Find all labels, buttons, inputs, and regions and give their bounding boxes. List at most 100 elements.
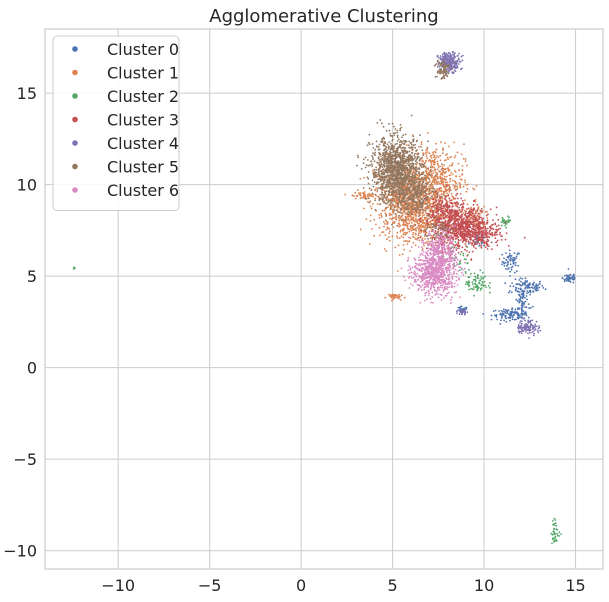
data-point <box>436 189 439 192</box>
data-point <box>505 309 508 312</box>
data-point <box>439 180 442 183</box>
data-point <box>466 255 469 257</box>
data-point <box>464 310 466 312</box>
data-point <box>474 237 477 240</box>
data-point <box>503 257 505 260</box>
data-point <box>481 227 484 230</box>
data-point <box>520 293 523 295</box>
data-point <box>422 188 425 191</box>
data-point <box>471 211 474 214</box>
data-point <box>367 182 370 185</box>
data-point <box>489 208 492 211</box>
data-point <box>392 197 395 200</box>
data-point <box>439 165 441 168</box>
data-point <box>529 289 532 292</box>
data-point <box>389 217 391 220</box>
data-point <box>524 280 527 282</box>
data-point <box>388 123 390 125</box>
data-point <box>465 240 467 243</box>
data-point <box>491 231 493 234</box>
data-point <box>455 201 458 204</box>
data-point <box>400 149 403 152</box>
data-point <box>419 134 421 137</box>
data-point <box>465 219 468 222</box>
data-point <box>465 258 467 261</box>
data-point <box>413 154 416 157</box>
data-point <box>374 151 377 154</box>
data-point <box>424 206 427 209</box>
data-point <box>445 170 447 173</box>
data-point <box>435 157 437 159</box>
data-point <box>501 312 504 314</box>
data-point <box>533 334 535 337</box>
data-point <box>387 198 390 201</box>
data-point <box>426 157 429 160</box>
data-point <box>395 235 398 237</box>
data-point <box>515 283 518 286</box>
data-point <box>485 221 488 224</box>
data-point <box>385 202 388 205</box>
data-point <box>461 235 464 237</box>
data-point <box>528 330 531 332</box>
data-point <box>491 234 494 237</box>
data-point <box>534 325 537 328</box>
data-point <box>416 201 419 204</box>
data-point <box>542 287 545 289</box>
data-point <box>402 222 405 225</box>
data-point <box>381 198 383 201</box>
data-point <box>525 295 528 297</box>
data-point <box>470 206 472 209</box>
data-point <box>525 326 528 329</box>
data-point <box>397 160 399 162</box>
data-point <box>471 243 473 246</box>
data-point <box>460 309 463 312</box>
data-point <box>434 204 437 207</box>
data-point <box>452 184 455 187</box>
data-point <box>461 206 463 209</box>
data-point <box>398 223 401 226</box>
data-point <box>382 220 385 223</box>
data-point <box>440 141 442 144</box>
data-point <box>427 240 430 243</box>
data-point <box>368 197 370 200</box>
data-point <box>385 228 388 231</box>
data-point <box>402 170 404 172</box>
data-point <box>511 265 514 268</box>
data-point <box>384 296 387 299</box>
data-point <box>417 211 420 213</box>
data-point <box>529 324 532 326</box>
data-point <box>394 246 397 249</box>
data-point <box>405 164 408 167</box>
data-point <box>444 219 447 222</box>
data-point <box>455 194 457 197</box>
data-point <box>468 242 470 245</box>
data-point <box>406 226 409 228</box>
data-point <box>403 171 406 174</box>
data-point <box>432 205 435 208</box>
data-point <box>357 189 359 192</box>
data-point <box>384 140 386 143</box>
data-point <box>477 227 479 230</box>
data-point <box>461 216 463 218</box>
data-point <box>391 299 393 302</box>
data-point <box>502 308 505 311</box>
data-point <box>433 188 436 191</box>
data-point <box>479 212 481 215</box>
data-point <box>434 168 436 171</box>
data-point <box>460 224 463 226</box>
data-point <box>488 231 491 233</box>
data-point <box>505 220 508 223</box>
data-point <box>414 152 416 155</box>
data-point <box>552 523 554 526</box>
data-point <box>409 142 412 145</box>
data-point <box>519 298 521 301</box>
data-point <box>373 168 376 171</box>
data-point <box>430 168 432 171</box>
data-point <box>464 243 467 245</box>
data-point <box>477 235 480 238</box>
data-point <box>426 218 429 221</box>
data-point <box>466 222 469 225</box>
data-point <box>447 167 449 170</box>
data-point <box>423 162 426 165</box>
data-point <box>564 278 567 281</box>
